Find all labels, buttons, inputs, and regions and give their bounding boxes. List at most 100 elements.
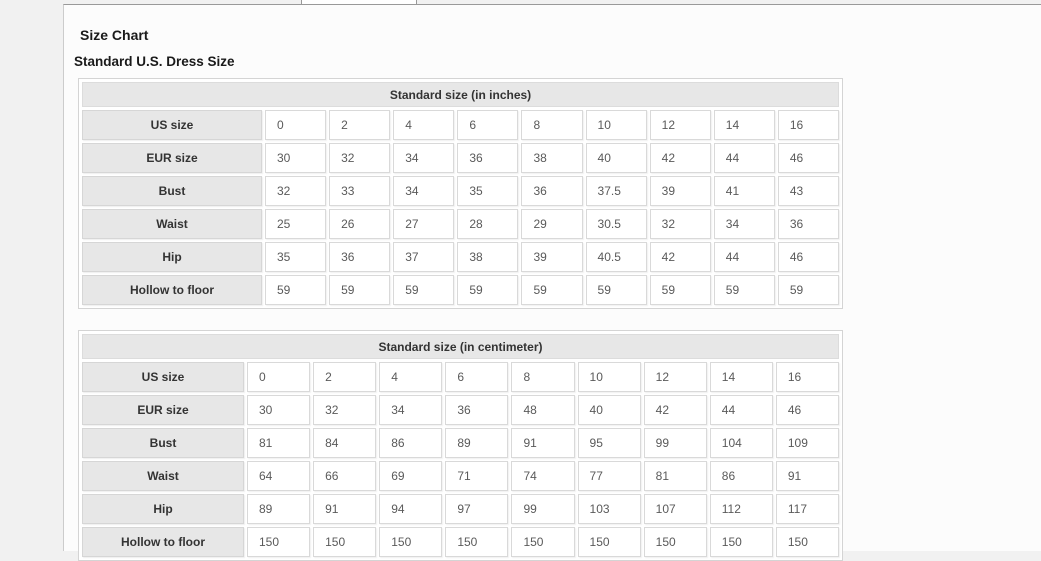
size-cell: 35 — [265, 242, 327, 272]
size-cell: 42 — [649, 143, 711, 173]
size-cell: 32 — [265, 176, 327, 206]
size-cell: 12 — [649, 110, 711, 140]
size-cell: 40 — [585, 143, 647, 173]
size-cell: 28 — [457, 209, 519, 239]
row-label: EUR size — [82, 143, 262, 173]
size-cell: 32 — [313, 395, 377, 425]
table-row: Waist 64 66 69 71 74 77 81 86 91 — [82, 461, 839, 491]
size-cell: 99 — [511, 494, 575, 524]
size-cell: 150 — [313, 527, 377, 557]
size-cell: 91 — [511, 428, 575, 458]
size-cell: 42 — [649, 242, 711, 272]
size-cell: 150 — [511, 527, 575, 557]
table-row: EUR size 30 32 34 36 48 40 42 44 46 — [82, 395, 839, 425]
size-cell: 46 — [777, 242, 839, 272]
row-label: US size — [82, 110, 262, 140]
size-cell: 59 — [713, 275, 775, 305]
size-cell: 2 — [329, 110, 391, 140]
size-cell: 43 — [777, 176, 839, 206]
size-cell: 59 — [393, 275, 455, 305]
size-cell: 84 — [313, 428, 377, 458]
size-cell: 66 — [313, 461, 377, 491]
size-cell: 30.5 — [585, 209, 647, 239]
size-cell: 14 — [709, 362, 773, 392]
table-row: Bust 81 84 86 89 91 95 99 104 109 — [82, 428, 839, 458]
size-cell: 59 — [457, 275, 519, 305]
row-label: US size — [82, 362, 244, 392]
size-cell: 59 — [649, 275, 711, 305]
size-cell: 16 — [777, 110, 839, 140]
size-cell: 14 — [713, 110, 775, 140]
size-cell: 150 — [643, 527, 707, 557]
size-cell: 0 — [265, 110, 327, 140]
size-cell: 34 — [393, 176, 455, 206]
table-row: Hollow to floor 150 150 150 150 150 150 150 150 1… — [82, 527, 839, 557]
size-cell: 16 — [775, 362, 839, 392]
row-label: Bust — [82, 428, 244, 458]
size-cell: 103 — [577, 494, 641, 524]
active-tab[interactable] — [301, 0, 417, 5]
size-cell: 12 — [643, 362, 707, 392]
size-cell: 6 — [457, 110, 519, 140]
size-cell: 36 — [445, 395, 509, 425]
table-row: US size 0 2 4 6 8 10 12 14 16 — [82, 362, 839, 392]
size-cell: 4 — [393, 110, 455, 140]
size-cell: 150 — [247, 527, 311, 557]
size-cell: 109 — [775, 428, 839, 458]
size-cell: 150 — [379, 527, 443, 557]
size-cell: 44 — [709, 395, 773, 425]
size-cell: 74 — [511, 461, 575, 491]
size-cell: 150 — [775, 527, 839, 557]
size-cell: 29 — [521, 209, 583, 239]
table-row: Hollow to floor 59 59 59 59 59 59 59 59 59 — [82, 275, 839, 305]
size-cell: 81 — [247, 428, 311, 458]
size-cell: 48 — [511, 395, 575, 425]
size-cell: 26 — [329, 209, 391, 239]
table-title: Standard size (in inches) — [82, 82, 839, 107]
size-cell: 32 — [649, 209, 711, 239]
size-cell: 150 — [577, 527, 641, 557]
size-cell: 34 — [393, 143, 455, 173]
page-title: Size Chart — [80, 27, 149, 43]
size-cell: 77 — [577, 461, 641, 491]
row-label: EUR size — [82, 395, 244, 425]
size-cell: 27 — [393, 209, 455, 239]
size-cell: 91 — [313, 494, 377, 524]
size-cell: 34 — [713, 209, 775, 239]
table-row: Hip 89 91 94 97 99 103 107 112 117 — [82, 494, 839, 524]
size-cell: 95 — [577, 428, 641, 458]
size-cell: 40.5 — [585, 242, 647, 272]
table-row: EUR size 30 32 34 36 38 40 42 44 46 — [82, 143, 839, 173]
size-cell: 35 — [457, 176, 519, 206]
tab-strip — [0, 0, 1041, 5]
row-label: Bust — [82, 176, 262, 206]
size-cell: 112 — [709, 494, 773, 524]
row-label: Hip — [82, 494, 244, 524]
size-cell: 37.5 — [585, 176, 647, 206]
size-cell: 34 — [379, 395, 443, 425]
row-label: Hollow to floor — [82, 527, 244, 557]
size-cell: 2 — [313, 362, 377, 392]
table-title-row: Standard size (in inches) — [82, 82, 839, 107]
size-cell: 4 — [379, 362, 443, 392]
table-row: Bust 32 33 34 35 36 37.5 39 41 43 — [82, 176, 839, 206]
size-cell: 71 — [445, 461, 509, 491]
size-cell: 89 — [445, 428, 509, 458]
size-cell: 39 — [521, 242, 583, 272]
size-cell: 32 — [329, 143, 391, 173]
size-cell: 6 — [445, 362, 509, 392]
size-cell: 104 — [709, 428, 773, 458]
size-cell: 89 — [247, 494, 311, 524]
size-cell: 38 — [521, 143, 583, 173]
size-cell: 46 — [775, 395, 839, 425]
size-cell: 86 — [709, 461, 773, 491]
size-table-centimeter: Standard size (in centimeter) US size 0 2 4 6… — [78, 330, 843, 561]
size-cell: 30 — [265, 143, 327, 173]
table-row: Waist 25 26 27 28 29 30.5 32 34 36 — [82, 209, 839, 239]
size-cell: 10 — [577, 362, 641, 392]
size-cell: 36 — [777, 209, 839, 239]
row-label: Hip — [82, 242, 262, 272]
size-cell: 150 — [709, 527, 773, 557]
size-cell: 59 — [777, 275, 839, 305]
size-cell: 46 — [777, 143, 839, 173]
